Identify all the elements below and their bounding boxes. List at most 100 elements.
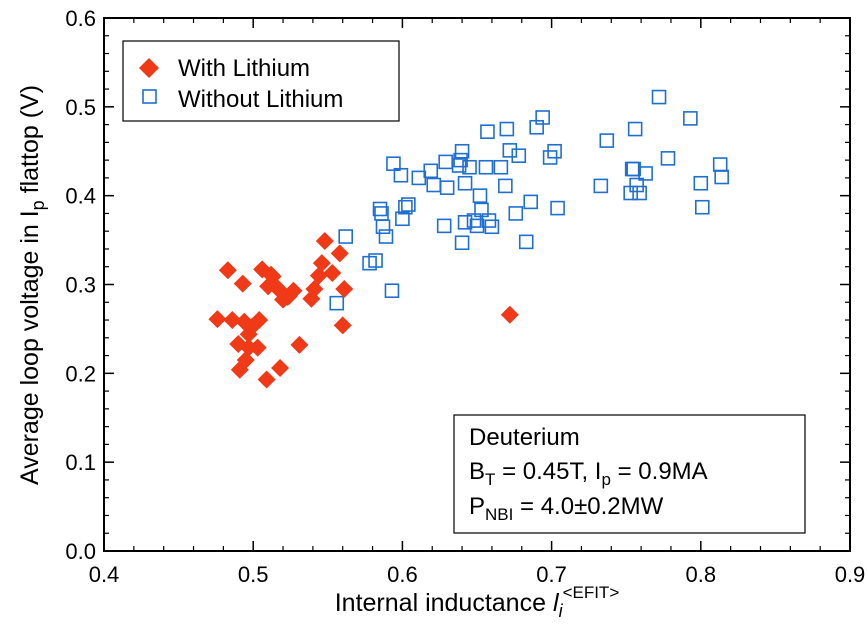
annotation-nbi-power: PNBI = 4.0±0.2MW (469, 493, 664, 524)
point-without-lithium (632, 185, 647, 201)
annotation-field-current: BT = 0.45T, Ip = 0.9MA (469, 458, 708, 489)
point-without-lithium (523, 194, 539, 210)
point-without-lithium (535, 110, 550, 125)
point-without-lithium (474, 202, 489, 218)
point-with-lithium (323, 263, 342, 282)
point-without-lithium (651, 89, 667, 105)
point-without-lithium (599, 133, 615, 148)
y-tick-label: 0.1 (65, 450, 96, 475)
legend-box (122, 40, 400, 122)
point-with-lithium (271, 359, 290, 378)
point-without-lithium (462, 159, 477, 175)
point-without-lithium (511, 148, 527, 163)
point-without-lithium (469, 218, 485, 234)
point-without-lithium (502, 143, 518, 158)
point-with-lithium (333, 316, 352, 335)
annotation-p-symbol: P (469, 493, 485, 520)
point-without-lithium (466, 213, 482, 228)
legend-marker-with-lithium (139, 58, 159, 78)
point-without-lithium (480, 124, 495, 140)
point-without-lithium (638, 166, 653, 181)
y-axis-label-sub: p (28, 200, 48, 210)
point-with-lithium (250, 311, 269, 330)
point-without-lithium (683, 111, 698, 126)
y-tick-label: 0.3 (65, 273, 96, 298)
point-with-lithium (315, 231, 334, 250)
legend-label-without-lithium: Without Lithium (178, 86, 343, 113)
y-axis-label: Average loop voltage in Ip flattop (V) (16, 85, 48, 485)
point-with-lithium (248, 338, 267, 357)
point-without-lithium (375, 219, 391, 235)
x-axis-label-symbol-sub: i (559, 601, 564, 621)
annotation-ip-value: = 0.9MA (611, 458, 708, 485)
point-with-lithium (218, 261, 237, 280)
point-without-lithium (457, 215, 473, 230)
legend-label-with-lithium: With Lithium (178, 55, 310, 82)
y-tick-label: 0.2 (65, 361, 96, 386)
annotation-p-value: = 4.0±0.2MW (513, 493, 663, 520)
point-without-lithium (411, 170, 427, 186)
annotation-bt-sub: T (485, 470, 495, 489)
point-without-lithium (384, 283, 400, 299)
point-without-lithium (395, 211, 410, 227)
point-without-lithium (398, 199, 413, 215)
point-with-lithium (242, 318, 261, 337)
x-tick-label: 0.7 (536, 562, 567, 587)
point-with-lithium (236, 351, 255, 370)
annotation-gas: Deuterium (469, 424, 580, 451)
point-with-lithium (284, 281, 303, 300)
x-tick-label: 0.5 (238, 562, 269, 587)
point-with-lithium (290, 335, 309, 354)
point-without-lithium (386, 156, 401, 171)
x-axis-label-text: Internal inductance (335, 589, 546, 617)
point-without-lithium (629, 177, 644, 193)
point-without-lithium (472, 188, 488, 203)
y-tick-label: 0.5 (65, 95, 96, 120)
point-without-lithium (518, 234, 534, 250)
axis-ticks (103, 17, 851, 552)
point-without-lithium (401, 197, 416, 212)
point-without-lithium (438, 154, 453, 170)
point-without-lithium (550, 200, 565, 216)
point-without-lithium (478, 159, 494, 175)
annotation-ip-sub: p (601, 470, 610, 489)
annotation-frame (453, 414, 806, 534)
point-without-lithium (454, 143, 470, 159)
point-with-lithium (335, 279, 354, 298)
annotation-bt-symbol: B (469, 458, 485, 485)
point-without-lithium (454, 235, 470, 251)
point-without-lithium (712, 157, 728, 172)
point-without-lithium (660, 151, 676, 166)
point-without-lithium (338, 229, 354, 244)
point-without-lithium (436, 218, 452, 234)
point-without-lithium (439, 180, 455, 195)
point-with-lithium (312, 254, 331, 273)
point-without-lithium (593, 178, 609, 194)
point-without-lithium (451, 158, 467, 173)
point-without-lithium (493, 159, 509, 175)
point-without-lithium (627, 121, 643, 137)
point-with-lithium (208, 310, 227, 329)
annotation-p-sub: NBI (485, 505, 513, 524)
tick-labels: 0.4 0.5 0.6 0.7 0.8 0.9 0.0 0.1 0.2 0.3 0.4 0.5 0.6 (65, 6, 865, 587)
point-without-lithium (372, 201, 388, 217)
point-without-lithium (694, 199, 710, 215)
point-with-lithium (257, 370, 276, 389)
point-without-lithium (693, 175, 709, 191)
point-with-lithium (500, 305, 519, 324)
point-without-lithium (426, 177, 442, 193)
y-axis-label-text: Average loop voltage in I (16, 210, 44, 485)
point-without-lithium (484, 219, 500, 235)
x-axis-label: Internal inductance li<EFIT> (335, 583, 620, 621)
point-without-lithium (498, 178, 513, 194)
point-without-lithium (508, 206, 524, 221)
point-without-lithium (368, 253, 383, 268)
y-tick-label: 0.4 (65, 184, 96, 209)
point-with-lithium (223, 311, 242, 330)
x-axis-label-symbol: l (553, 589, 560, 617)
point-without-lithium (499, 121, 515, 137)
point-with-lithium (233, 274, 252, 293)
annotation-bt-value: = 0.45T, I (495, 458, 601, 485)
point-without-lithium (329, 295, 345, 311)
